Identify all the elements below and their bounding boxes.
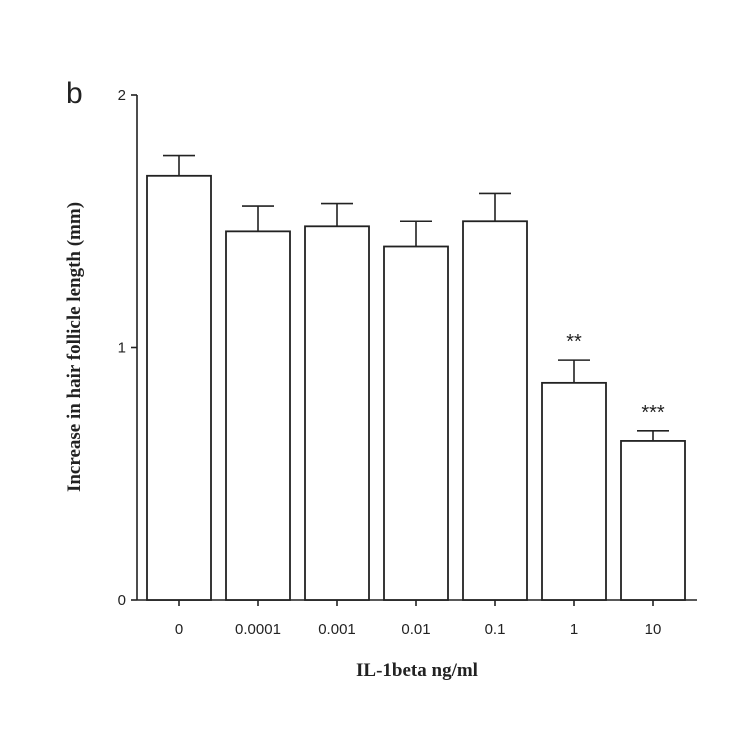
x-ticks: 0 0.0001 0.001 0.01 0.1 1 10 bbox=[175, 600, 662, 638]
y-tick-label: 2 bbox=[118, 87, 126, 104]
x-tick-label: 0 bbox=[175, 621, 183, 638]
significance-marker: *** bbox=[641, 402, 665, 424]
x-tick-label: 0.0001 bbox=[235, 621, 281, 638]
y-axis-label: Increase in hair follicle length (mm) bbox=[64, 202, 85, 492]
y-ticks: 0 1 2 bbox=[118, 87, 137, 609]
bar-1 bbox=[541, 381, 607, 601]
bar-0 bbox=[146, 174, 212, 601]
bar-0.001 bbox=[304, 225, 370, 601]
x-tick-label: 0.1 bbox=[485, 621, 506, 638]
panel-label: b bbox=[66, 77, 83, 110]
y-tick-label: 0 bbox=[118, 592, 126, 609]
x-tick-label: 10 bbox=[645, 621, 662, 638]
x-axis-label: IL-1beta ng/ml bbox=[356, 660, 478, 681]
bar-0.1 bbox=[462, 220, 528, 601]
bar-10 bbox=[620, 440, 686, 601]
bar-0.0001 bbox=[225, 230, 291, 601]
x-tick-label: 0.001 bbox=[318, 621, 356, 638]
y-tick-label: 1 bbox=[118, 340, 126, 357]
significance-marker: ** bbox=[566, 331, 582, 353]
x-tick-label: 0.01 bbox=[401, 621, 430, 638]
bars: ***** bbox=[146, 154, 686, 601]
bar-0.01 bbox=[383, 245, 449, 601]
x-tick-label: 1 bbox=[570, 621, 578, 638]
